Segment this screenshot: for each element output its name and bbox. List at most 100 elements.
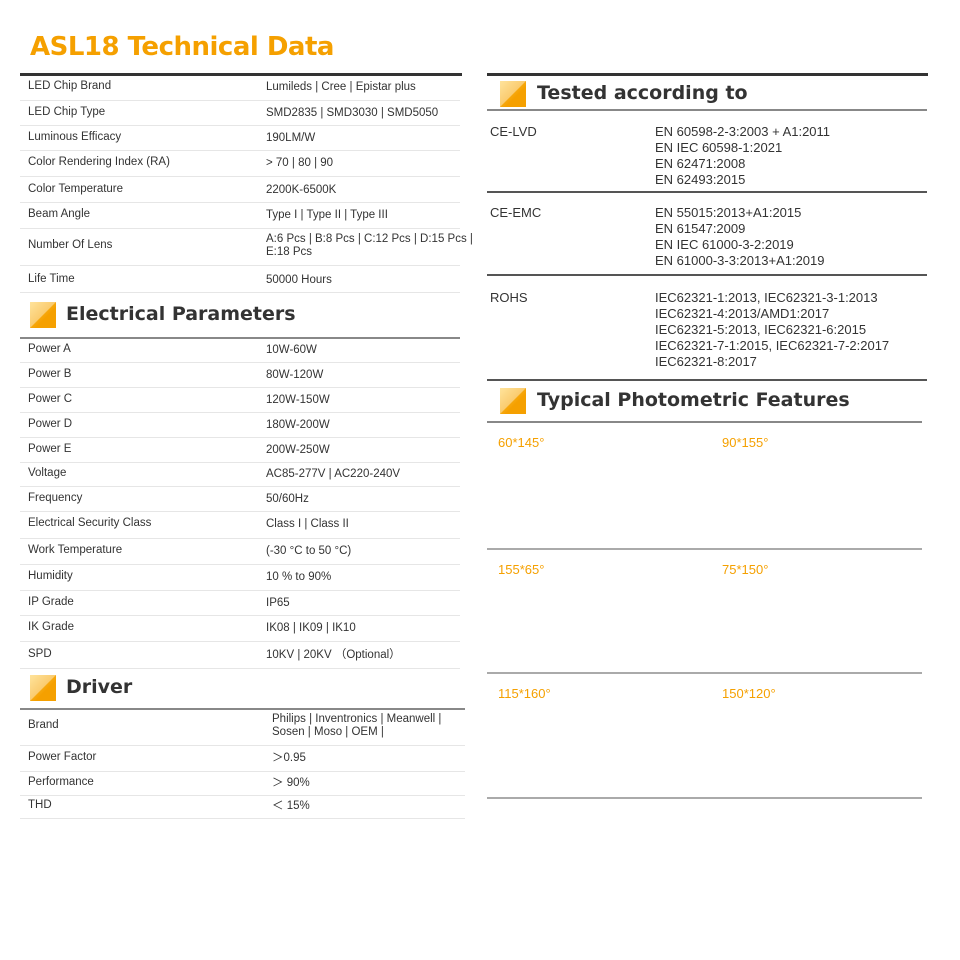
row-value: 50000 Hours xyxy=(266,273,332,286)
row-value: 10W-60W xyxy=(266,343,317,356)
row-label: Voltage xyxy=(28,467,67,479)
divider xyxy=(487,109,927,111)
row-value: Type I | Type II | Type III xyxy=(266,208,388,221)
row-divider xyxy=(487,797,922,799)
row-value: ＞0.95 xyxy=(272,751,306,764)
row-label: LED Chip Brand xyxy=(28,80,112,92)
row-label: Luminous Efficacy xyxy=(28,131,122,143)
row-label: Brand xyxy=(28,719,59,731)
tested-title: Tested according to xyxy=(537,82,748,104)
row-divider xyxy=(20,265,460,266)
row-divider xyxy=(20,100,460,101)
row-label: Number Of Lens xyxy=(28,239,113,251)
row-value: > 70 | 80 | 90 xyxy=(266,156,334,169)
row-label: LED Chip Type xyxy=(28,106,106,118)
diagram-label: 60*145° xyxy=(498,435,545,450)
row-divider xyxy=(20,771,465,772)
row-divider xyxy=(20,387,460,388)
row-value: 120W-150W xyxy=(266,393,330,406)
diagram-label: 115*160° xyxy=(498,686,551,701)
row-label: Life Time xyxy=(28,273,75,285)
row-label: Humidity xyxy=(28,570,73,582)
row-value: 200W-250W xyxy=(266,443,330,456)
section-icon xyxy=(30,675,56,701)
row-label: Power A xyxy=(28,343,71,355)
row-label: Power C xyxy=(28,393,73,405)
row-value: 10KV | 20KV （Optional） xyxy=(266,648,401,661)
row-label: Power E xyxy=(28,443,72,455)
row-value: (-30 °C to 50 °C) xyxy=(266,544,352,557)
test-standard: IEC62321-8:2017 xyxy=(655,354,757,369)
row-label: Frequency xyxy=(28,492,83,504)
row-divider xyxy=(20,150,460,151)
diagram-label: 155*65° xyxy=(498,562,545,577)
row-divider xyxy=(20,538,460,539)
row-value: A:6 Pcs | B:8 Pcs | C:12 Pcs | D:15 Pcs … xyxy=(266,233,473,245)
divider xyxy=(20,708,465,710)
row-value: 2200K-6500K xyxy=(266,183,337,196)
row-divider xyxy=(20,125,460,126)
diagram-label: 75*150° xyxy=(722,562,769,577)
row-label: Power Factor xyxy=(28,751,97,763)
row-divider xyxy=(20,745,465,746)
row-value: Lumileds | Cree | Epistar plus xyxy=(266,80,416,93)
photometric-title: Typical Photometric Features xyxy=(537,389,850,411)
row-label: Power D xyxy=(28,418,73,430)
row-label: Work Temperature xyxy=(28,544,123,556)
row-divider xyxy=(20,511,460,512)
row-divider xyxy=(20,818,465,819)
diagram-label: 90*155° xyxy=(722,435,769,450)
row-divider xyxy=(20,176,460,177)
section-icon xyxy=(30,302,56,328)
test-standard: EN 61547:2009 xyxy=(655,221,746,236)
test-standard: IEC62321-7-1:2015, IEC62321-7-2:2017 xyxy=(655,338,890,353)
divider xyxy=(487,421,922,423)
divider xyxy=(487,73,928,76)
row-value: Class I | Class II xyxy=(266,517,349,530)
electrical-title: Electrical Parameters xyxy=(66,303,296,325)
row-label: Power B xyxy=(28,368,72,380)
row-label: THD xyxy=(28,799,52,811)
test-standard: EN 62471:2008 xyxy=(655,156,746,171)
test-standard: EN 60598-2-3:2003 + A1:2011 xyxy=(655,124,831,139)
row-label: Color Temperature xyxy=(28,183,124,195)
diagram-label: 150*120° xyxy=(722,686,776,701)
row-value: ＞ 90% xyxy=(272,776,310,789)
row-value: 50/60Hz xyxy=(266,492,309,505)
row-divider xyxy=(20,228,460,229)
row-value: 10 % to 90% xyxy=(266,570,332,583)
test-standard: IEC62321-5:2013, IEC62321-6:2015 xyxy=(655,322,867,337)
row-label: Performance xyxy=(28,776,94,788)
row-divider xyxy=(20,462,460,463)
row-label: IK Grade xyxy=(28,621,75,633)
row-divider xyxy=(487,274,927,276)
row-value: ＜ 15% xyxy=(272,799,310,812)
row-value: IK08 | IK09 | IK10 xyxy=(266,621,356,634)
row-divider xyxy=(20,437,460,438)
test-standard: EN 61000-3-3:2013+A1:2019 xyxy=(655,253,825,268)
row-label: Electrical Security Class xyxy=(28,517,152,529)
test-standard: IEC62321-4:2013/AMD1:2017 xyxy=(655,306,830,321)
test-standard: EN 62493:2015 xyxy=(655,172,746,187)
row-label: IP Grade xyxy=(28,596,74,608)
row-value: IP65 xyxy=(266,596,290,609)
row-value: 80W-120W xyxy=(266,368,324,381)
driver-title: Driver xyxy=(66,676,133,698)
row-divider xyxy=(20,641,460,642)
row-divider xyxy=(20,486,460,487)
row-label: SPD xyxy=(28,648,52,660)
test-label: ROHS xyxy=(490,290,528,305)
row-divider xyxy=(20,362,460,363)
row-divider xyxy=(487,379,927,381)
row-divider xyxy=(20,564,460,565)
row-divider xyxy=(487,672,922,674)
test-standard: IEC62321-1:2013, IEC62321-3-1:2013 xyxy=(655,290,878,305)
section-icon xyxy=(500,81,526,107)
test-label: CE-EMC xyxy=(490,205,542,220)
page-title: ASL18 Technical Data xyxy=(30,32,334,62)
test-standard: EN IEC 60598-1:2021 xyxy=(655,140,783,155)
row-divider xyxy=(20,292,460,293)
test-standard: EN IEC 61000-3-2:2019 xyxy=(655,237,794,252)
row-value: 180W-200W xyxy=(266,418,330,431)
